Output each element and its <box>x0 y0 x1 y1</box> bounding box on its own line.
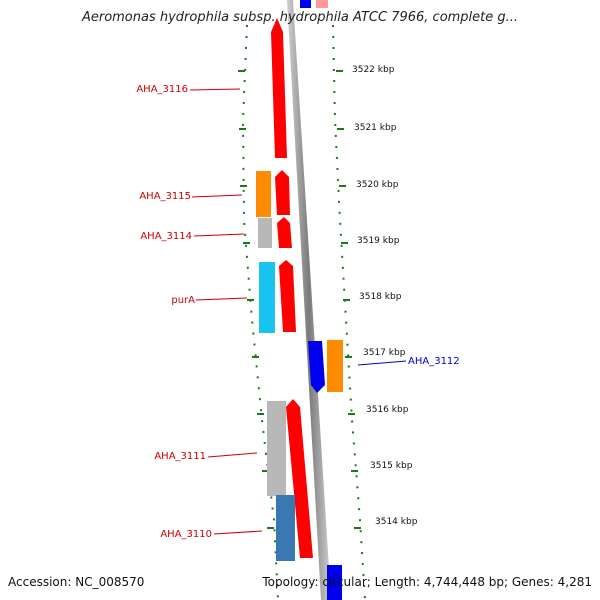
ruler-label: 3519 kbp <box>357 236 400 246</box>
feature-pink-top <box>316 0 328 8</box>
feature-blue-bottom[interactable] <box>327 565 342 600</box>
feature-aha-3114[interactable] <box>277 217 292 248</box>
gene-label-aha-3111[interactable]: AHA_3111 <box>154 451 206 462</box>
ruler-label: 3517 kbp <box>363 348 406 358</box>
feature-blue-top <box>300 0 311 8</box>
backbone-track <box>287 0 331 600</box>
gene-label-aha-3112[interactable]: AHA_3112 <box>408 356 460 367</box>
ruler-label: 3521 kbp <box>354 123 397 133</box>
accession-text: Accession: NC_008570 <box>8 575 145 589</box>
ruler-label: 3522 kbp <box>352 65 395 75</box>
feature-orange-3115[interactable] <box>256 171 271 217</box>
topology-text: Topology: circular; Length: 4,744,448 bp… <box>262 575 592 589</box>
gene-label-aha-3114[interactable]: AHA_3114 <box>140 231 192 242</box>
feature-cyan-pura[interactable] <box>259 262 275 333</box>
feature-aha-3115[interactable] <box>275 170 290 215</box>
ruler-label: 3515 kbp <box>370 461 413 471</box>
right-tick-track <box>332 24 366 600</box>
forward-strand-features <box>271 0 328 558</box>
feature-blue-3112[interactable] <box>308 341 325 393</box>
ruler-label: 3514 kbp <box>375 517 418 527</box>
feature-gray-3114[interactable] <box>258 218 272 248</box>
reverse-strand-features <box>256 171 343 600</box>
ruler-label: 3520 kbp <box>356 180 399 190</box>
ruler-labels: 3522 kbp 3521 kbp 3520 kbp 3519 kbp 3518… <box>352 65 418 527</box>
feature-steelblue-3110[interactable] <box>276 495 295 561</box>
ruler-label: 3516 kbp <box>366 405 409 415</box>
feature-orange-3112[interactable] <box>327 340 343 392</box>
feature-gray-3111[interactable] <box>267 401 286 496</box>
gene-label-leaders <box>189 88 407 535</box>
feature-pura[interactable] <box>279 260 296 332</box>
feature-aha-3116[interactable] <box>271 18 287 158</box>
left-major-ticks <box>238 70 274 529</box>
map-title: Aeromonas hydrophila subsp. hydrophila A… <box>81 10 519 25</box>
ruler-label: 3518 kbp <box>359 292 402 302</box>
gene-label-aha-3116[interactable]: AHA_3116 <box>136 84 188 95</box>
gene-label-pura[interactable]: purA <box>171 295 195 306</box>
left-tick-track <box>241 24 279 600</box>
right-major-ticks <box>336 70 361 529</box>
gene-label-aha-3115[interactable]: AHA_3115 <box>139 191 191 202</box>
gene-labels: AHA_3116 AHA_3115 AHA_3114 purA AHA_3112… <box>136 84 459 540</box>
gene-label-aha-3110[interactable]: AHA_3110 <box>160 529 212 540</box>
feature-aha-3111[interactable] <box>286 399 313 558</box>
